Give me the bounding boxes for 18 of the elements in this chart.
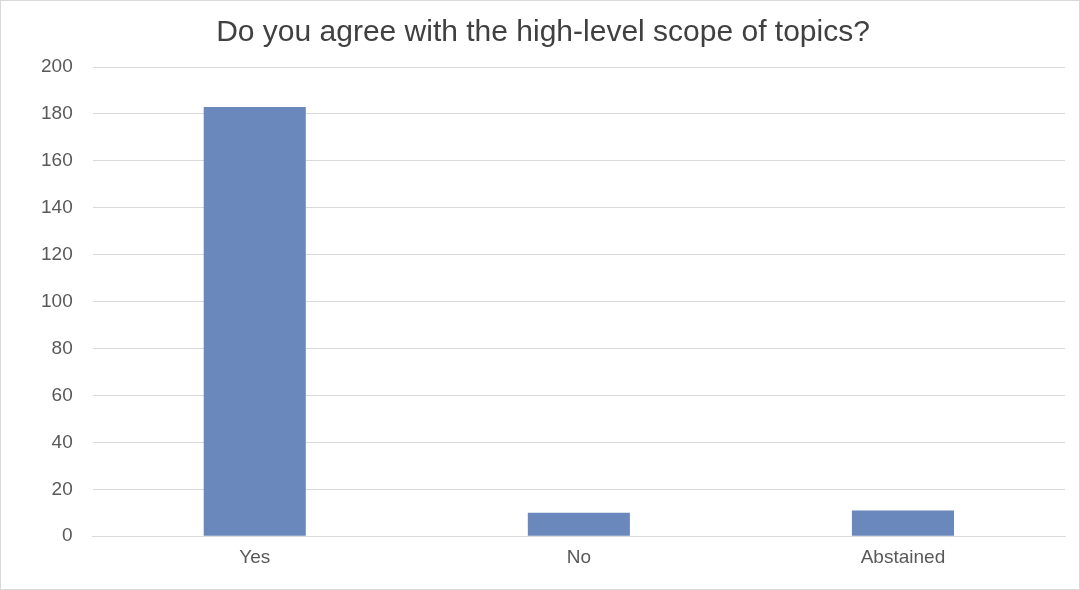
y-tick-label: 160 <box>41 149 73 171</box>
y-tick-label: 0 <box>62 524 73 546</box>
x-tick-label: No <box>566 545 591 567</box>
y-tick-label: 60 <box>51 383 73 405</box>
bar <box>851 510 954 536</box>
y-tick-label: 20 <box>51 477 73 499</box>
y-tick-label: 140 <box>41 195 73 217</box>
y-tick-label: 80 <box>51 336 73 358</box>
y-tick-label: 180 <box>41 102 73 124</box>
x-tick-label: Abstained <box>860 545 946 567</box>
bar <box>203 106 306 536</box>
y-tick-label: 40 <box>51 430 73 452</box>
y-tick-label: 200 <box>41 55 73 77</box>
x-tick-label: Yes <box>239 545 271 567</box>
y-tick-label: 120 <box>41 242 73 264</box>
bar <box>527 512 630 536</box>
chart-title: Do you agree with the high-level scope of topics? <box>216 14 870 48</box>
y-tick-label: 100 <box>41 289 73 311</box>
